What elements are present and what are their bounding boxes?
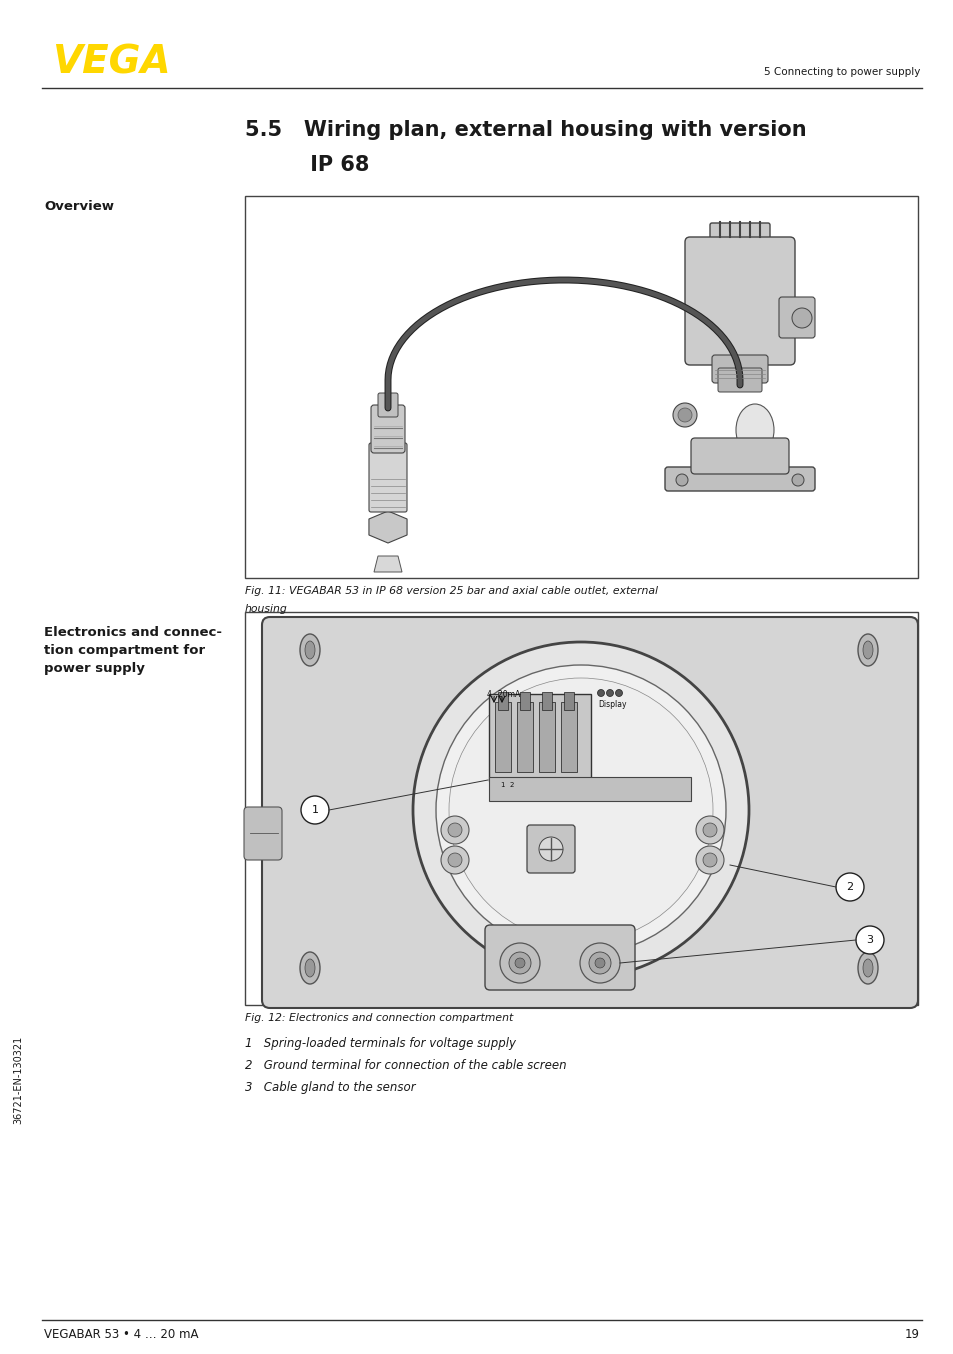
Text: 5.5   Wiring plan, external housing with version: 5.5 Wiring plan, external housing with v… xyxy=(245,121,806,139)
Ellipse shape xyxy=(862,640,872,659)
Circle shape xyxy=(579,942,619,983)
Circle shape xyxy=(676,474,687,486)
Text: 1: 1 xyxy=(312,806,318,815)
Ellipse shape xyxy=(735,403,773,456)
Circle shape xyxy=(696,846,723,873)
Circle shape xyxy=(440,846,469,873)
FancyBboxPatch shape xyxy=(711,355,767,383)
Circle shape xyxy=(702,823,717,837)
Text: Fig. 12: Electronics and connection compartment: Fig. 12: Electronics and connection comp… xyxy=(245,1013,513,1024)
Circle shape xyxy=(301,796,329,825)
Text: Fig. 11: VEGABAR 53 in IP 68 version 25 bar and axial cable outlet, external: Fig. 11: VEGABAR 53 in IP 68 version 25 … xyxy=(245,586,658,596)
Bar xyxy=(245,612,917,1005)
Circle shape xyxy=(588,952,610,974)
Text: 2: 2 xyxy=(845,881,853,892)
FancyBboxPatch shape xyxy=(664,467,814,492)
FancyBboxPatch shape xyxy=(244,807,282,860)
Circle shape xyxy=(499,942,539,983)
Ellipse shape xyxy=(305,959,314,978)
Text: Electronics and connec-
tion compartment for
power supply: Electronics and connec- tion compartment… xyxy=(44,626,222,676)
FancyBboxPatch shape xyxy=(538,701,555,772)
Text: 1   Spring-loaded terminals for voltage supply: 1 Spring-loaded terminals for voltage su… xyxy=(245,1037,516,1049)
FancyBboxPatch shape xyxy=(718,368,761,393)
Ellipse shape xyxy=(305,640,314,659)
Circle shape xyxy=(436,665,725,955)
Text: 36721-EN-130321: 36721-EN-130321 xyxy=(13,1036,23,1124)
FancyBboxPatch shape xyxy=(371,405,405,454)
Circle shape xyxy=(413,642,748,978)
FancyBboxPatch shape xyxy=(369,443,407,512)
Text: 2   Ground terminal for connection of the cable screen: 2 Ground terminal for connection of the … xyxy=(245,1059,566,1072)
FancyBboxPatch shape xyxy=(526,825,575,873)
FancyBboxPatch shape xyxy=(684,237,794,366)
Circle shape xyxy=(791,307,811,328)
FancyBboxPatch shape xyxy=(519,692,530,709)
Bar xyxy=(245,196,917,578)
FancyBboxPatch shape xyxy=(484,925,635,990)
Polygon shape xyxy=(369,510,407,543)
Text: Overview: Overview xyxy=(44,200,113,213)
FancyBboxPatch shape xyxy=(262,617,917,1007)
Circle shape xyxy=(515,959,524,968)
FancyBboxPatch shape xyxy=(489,777,690,802)
Circle shape xyxy=(678,408,691,422)
Circle shape xyxy=(835,873,863,900)
Ellipse shape xyxy=(299,952,319,984)
Ellipse shape xyxy=(857,952,877,984)
Text: 1  2: 1 2 xyxy=(500,783,515,788)
Text: VEGABAR 53 • 4 … 20 mA: VEGABAR 53 • 4 … 20 mA xyxy=(44,1328,198,1340)
FancyBboxPatch shape xyxy=(517,701,533,772)
Circle shape xyxy=(448,823,461,837)
Text: housing: housing xyxy=(245,604,288,613)
Ellipse shape xyxy=(857,634,877,666)
Circle shape xyxy=(440,816,469,844)
FancyBboxPatch shape xyxy=(779,297,814,338)
FancyBboxPatch shape xyxy=(690,437,788,474)
Polygon shape xyxy=(374,556,401,571)
Circle shape xyxy=(615,689,622,696)
Ellipse shape xyxy=(299,634,319,666)
FancyBboxPatch shape xyxy=(541,692,552,709)
Text: 19: 19 xyxy=(904,1328,919,1340)
Text: 3   Cable gland to the sensor: 3 Cable gland to the sensor xyxy=(245,1080,416,1094)
Text: 5 Connecting to power supply: 5 Connecting to power supply xyxy=(762,66,919,77)
Circle shape xyxy=(509,952,531,974)
Circle shape xyxy=(448,853,461,867)
Ellipse shape xyxy=(862,959,872,978)
Text: 3: 3 xyxy=(865,936,873,945)
Circle shape xyxy=(538,837,562,861)
Circle shape xyxy=(606,689,613,696)
FancyBboxPatch shape xyxy=(563,692,574,709)
Text: IP 68: IP 68 xyxy=(245,154,369,175)
FancyBboxPatch shape xyxy=(560,701,577,772)
Text: VEGA: VEGA xyxy=(52,43,171,81)
Circle shape xyxy=(597,689,604,696)
Circle shape xyxy=(855,926,883,955)
FancyBboxPatch shape xyxy=(495,701,511,772)
Circle shape xyxy=(672,403,697,427)
FancyBboxPatch shape xyxy=(497,692,507,709)
FancyBboxPatch shape xyxy=(489,695,590,781)
FancyBboxPatch shape xyxy=(377,393,397,417)
Circle shape xyxy=(702,853,717,867)
Text: Display: Display xyxy=(598,700,626,709)
Circle shape xyxy=(791,474,803,486)
Text: 4...20mA: 4...20mA xyxy=(486,691,520,699)
Circle shape xyxy=(449,678,712,942)
Circle shape xyxy=(595,959,604,968)
Circle shape xyxy=(696,816,723,844)
FancyBboxPatch shape xyxy=(709,223,769,246)
